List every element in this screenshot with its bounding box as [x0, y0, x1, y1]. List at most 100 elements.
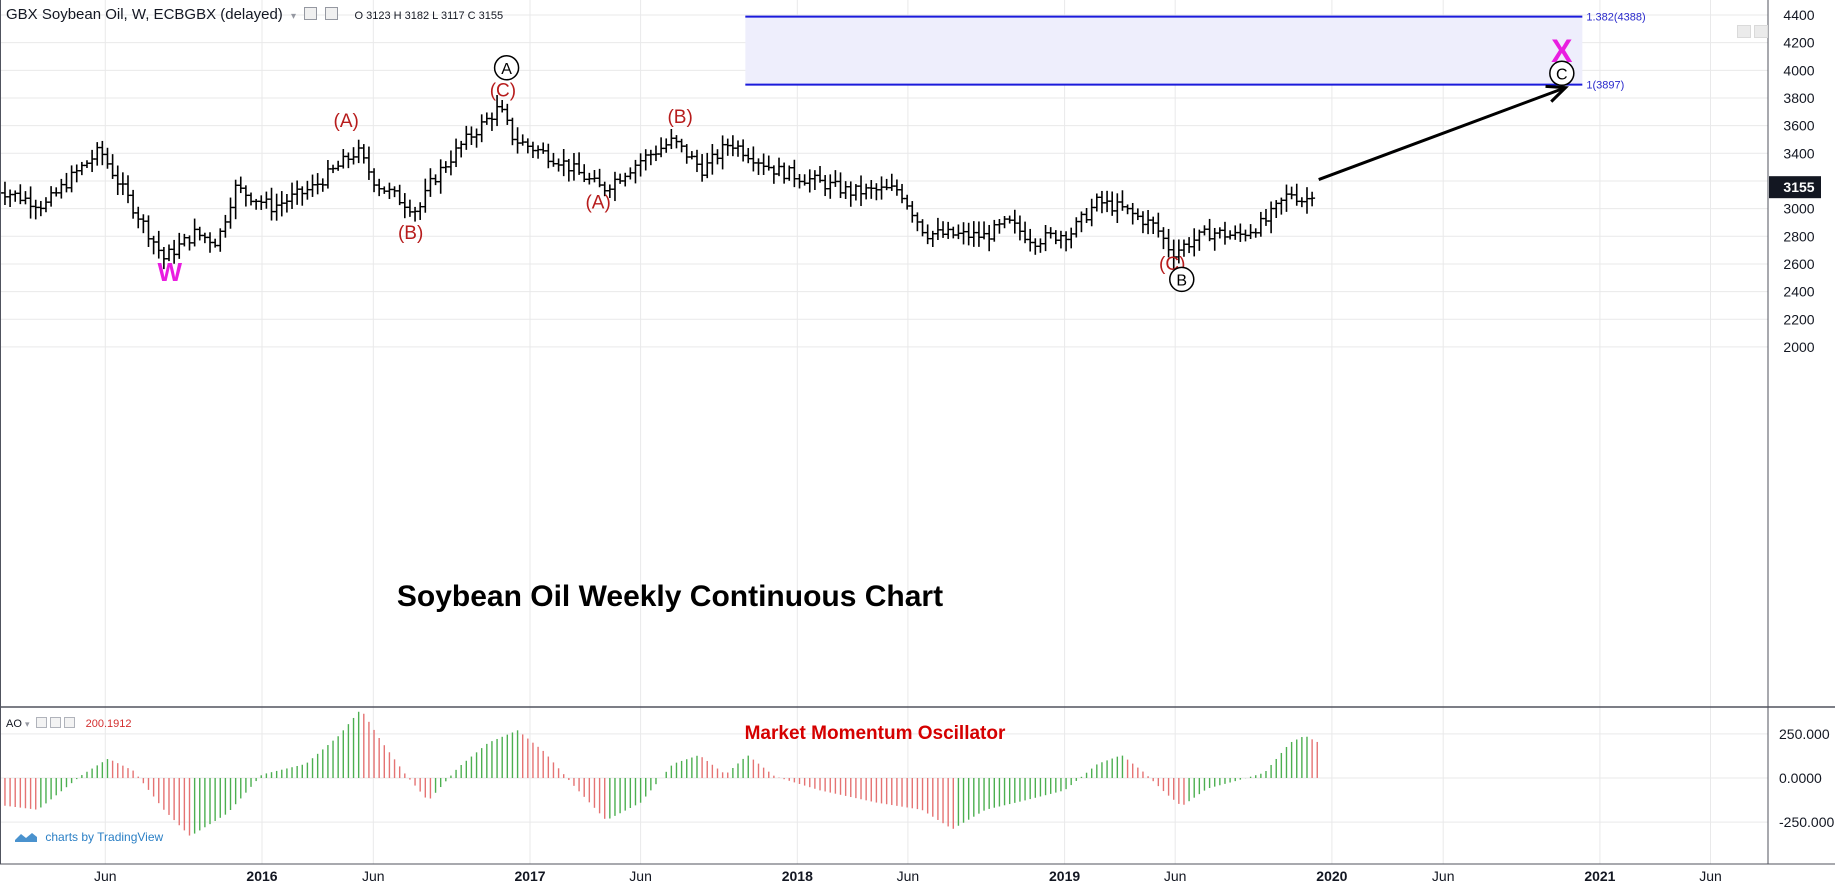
ohlc-bar	[1139, 211, 1146, 234]
ohlc-bar	[555, 158, 562, 172]
ohlc-bar	[258, 195, 265, 210]
close-icon[interactable]	[325, 7, 339, 20]
symbol-header: GBX Soybean Oil, W, ECBGBX (delayed) ▾ O…	[6, 6, 503, 23]
ohlc-bar	[1196, 229, 1203, 251]
ohlc-bar	[1022, 221, 1029, 244]
wave-label: (A)	[585, 193, 610, 214]
ohlc-bar	[1278, 197, 1285, 215]
ohlc-bar	[617, 173, 624, 184]
ohlc-bar	[232, 179, 239, 220]
ohlc-bar	[1134, 208, 1141, 221]
ohlc-bar	[888, 173, 895, 191]
ohlc-bar	[1027, 228, 1034, 252]
visibility-icon[interactable]	[35, 717, 47, 728]
ohlc-bar	[868, 180, 875, 199]
ohlc-bar	[1165, 228, 1172, 258]
chevron-down-icon[interactable]: ▾	[24, 719, 30, 729]
ohlc-bar	[1124, 204, 1131, 215]
last-price-tag	[1769, 176, 1821, 199]
chevron-down-icon[interactable]: ▾	[290, 11, 296, 22]
ohlc-bar	[1098, 190, 1105, 214]
close-icon[interactable]	[63, 717, 75, 728]
ohlc-bar	[437, 159, 444, 194]
fib-level-label: 1(3897)	[1586, 80, 1624, 92]
settings-icon[interactable]	[49, 717, 61, 728]
wave-label-text: (B)	[667, 107, 692, 128]
ohlc-bar	[1232, 225, 1239, 240]
ohlc-bar	[227, 197, 234, 229]
ohlc-bar	[335, 160, 342, 171]
wave-label-text: (A)	[334, 111, 359, 132]
ohlc-bar	[1037, 238, 1044, 253]
ohlc-bar	[914, 212, 921, 232]
ohlc-bar	[488, 112, 495, 131]
branding-text: charts by TradingView	[45, 830, 164, 844]
wave-label-text: C	[1556, 66, 1568, 83]
wave-annotations: W(A)(B)(C)A(A)(B)(C)BXC	[157, 33, 1575, 293]
wave-label-circle	[1169, 266, 1195, 293]
pane-collapse-icon[interactable]	[1754, 25, 1768, 38]
ohlc-bar	[278, 191, 285, 217]
ohlc-bar	[119, 172, 126, 196]
ohlc-bar	[909, 201, 916, 223]
ohlc-bar	[319, 178, 326, 192]
ohlc-bar	[545, 143, 552, 169]
wave-label-text: X	[1551, 33, 1573, 69]
ohlc-bar	[627, 167, 634, 180]
ohlc-bar	[822, 175, 829, 197]
ohlc-bar	[345, 152, 352, 169]
ohlc-bar	[663, 138, 670, 153]
ohlc-values: O 3123 H 3182 L 3117 C 3155	[354, 10, 504, 22]
ohlc-bar	[314, 173, 321, 195]
ohlc-bar	[48, 186, 55, 207]
ohlc-bar	[586, 172, 593, 185]
ohlc-bar	[1006, 215, 1013, 224]
ohlc-bar	[975, 221, 982, 247]
x-tick-label: 2017	[514, 868, 545, 884]
ao-histogram	[0, 711, 1318, 836]
ohlc-bar	[504, 103, 511, 125]
ohlc-bar	[1221, 221, 1228, 245]
ohlc-bar	[719, 135, 726, 170]
last-price-label: 3155	[1783, 179, 1814, 195]
settings-icon[interactable]	[304, 7, 318, 20]
ohlc-bar	[242, 185, 249, 207]
ohlc-bar	[776, 157, 783, 177]
ohlc-bar	[135, 206, 142, 229]
ohlc-bar	[1088, 198, 1095, 227]
y-tick-label: 2400	[1783, 284, 1814, 300]
y-tick-label: 2200	[1783, 311, 1814, 327]
ohlc-bar	[847, 181, 854, 207]
ohlc-bar	[970, 221, 977, 247]
wave-label: C	[1549, 60, 1575, 87]
wave-label: W	[157, 257, 182, 287]
ohlc-bar	[299, 186, 306, 206]
ohlc-bar	[863, 183, 870, 200]
ohlc-bar	[324, 160, 331, 189]
y-tick-label: 2800	[1783, 228, 1814, 244]
ohlc-bar	[581, 164, 588, 183]
symbol-title[interactable]: GBX Soybean Oil, W, ECBGBX (delayed)	[6, 6, 283, 23]
tradingview-branding[interactable]: charts by TradingView	[14, 830, 163, 844]
ohlc-bar	[704, 152, 711, 179]
ohlc-bar	[924, 224, 931, 245]
ohlc-bar	[63, 172, 70, 193]
x-tick-label: 2016	[246, 868, 277, 884]
ohlc-bar	[42, 197, 49, 213]
oscillator-name[interactable]: AO	[6, 718, 22, 730]
ohlc-bar	[842, 181, 849, 200]
ohlc-bar	[688, 151, 695, 160]
x-tick-label: Jun	[1164, 868, 1187, 884]
ohlc-bar	[1119, 190, 1126, 211]
ohlc-bar	[478, 114, 485, 143]
ohlc-bar	[196, 226, 203, 241]
ohlc-bar	[837, 172, 844, 199]
ohlc-bar	[1129, 202, 1136, 225]
ohlc-bar	[294, 180, 301, 205]
pane-maximize-icon[interactable]	[1737, 25, 1751, 38]
ohlc-bar	[811, 170, 818, 190]
ohlc-bar	[1288, 186, 1295, 200]
ohlc-bar	[519, 134, 526, 146]
ohlc-bar	[1001, 216, 1008, 229]
